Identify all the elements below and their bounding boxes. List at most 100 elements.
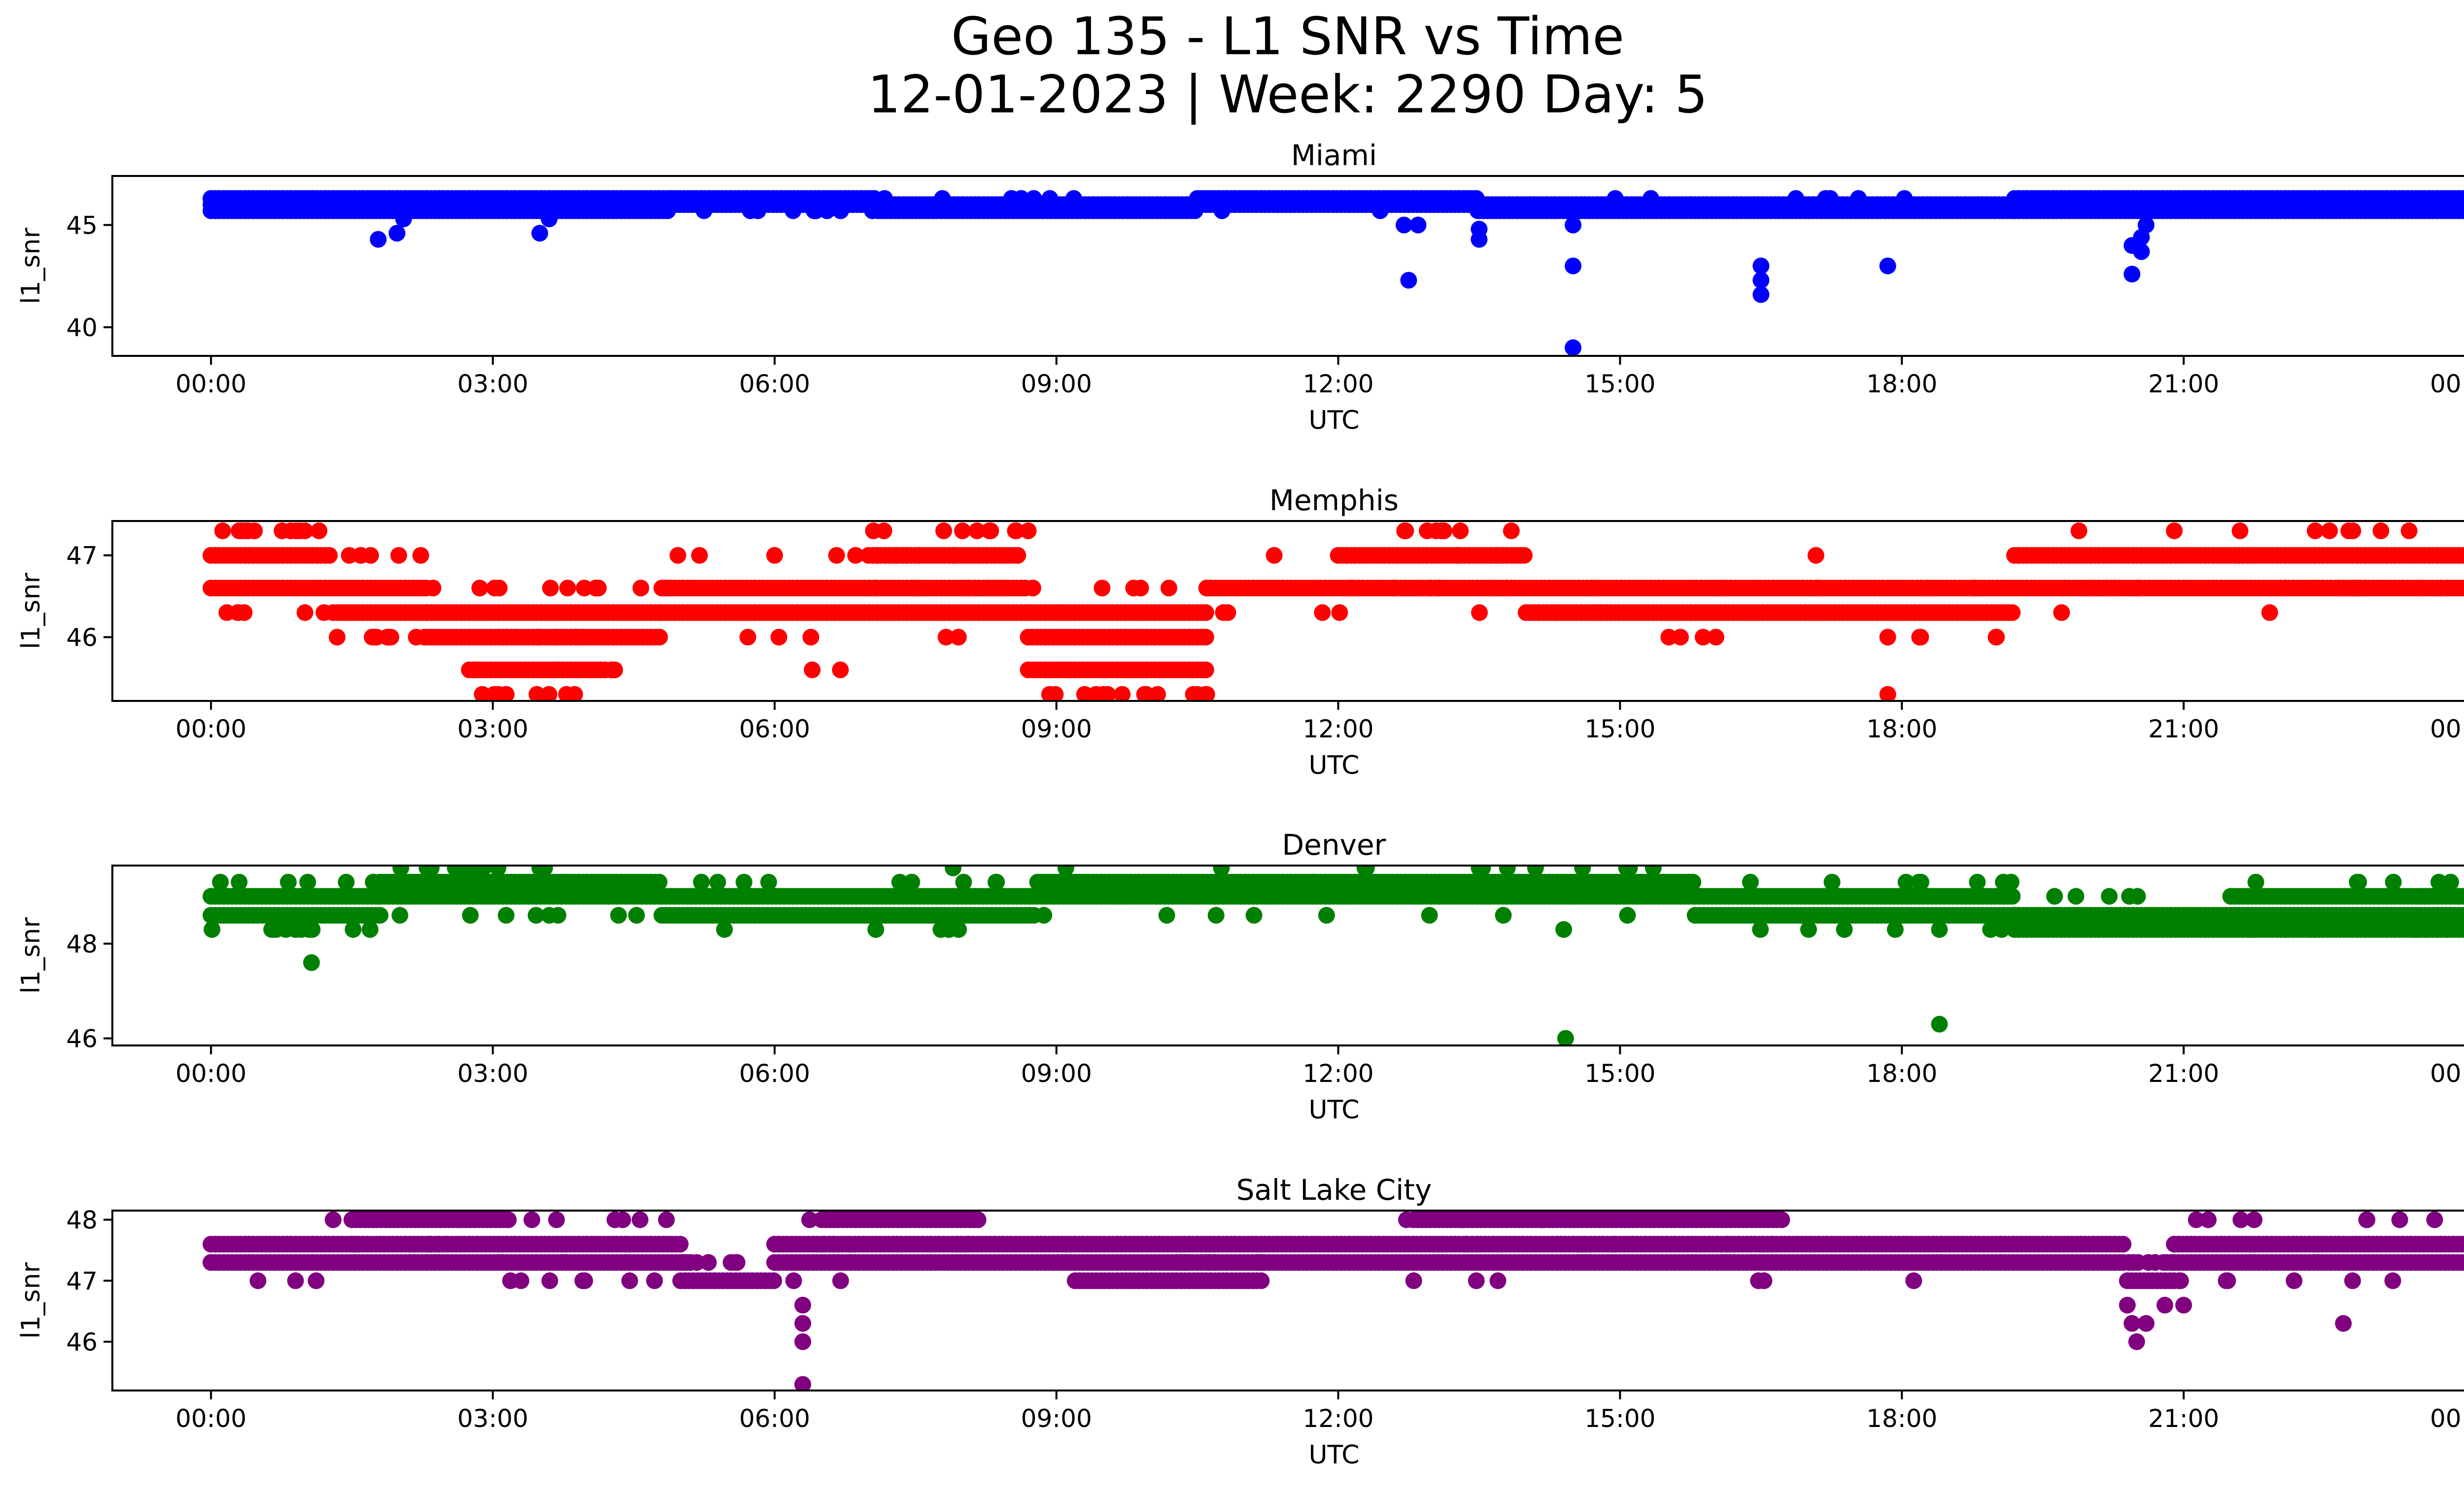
data-point — [231, 873, 248, 891]
data-point — [1969, 873, 1986, 891]
data-point — [1499, 866, 1516, 876]
data-point — [700, 1254, 717, 1271]
data-point — [474, 686, 491, 701]
x-tick-label: 03:00 — [457, 1059, 528, 1088]
data-point — [566, 686, 583, 701]
data-point — [651, 628, 668, 646]
y-tick-label: 47 — [66, 542, 98, 570]
data-point — [1886, 921, 1904, 938]
data-point — [500, 1211, 517, 1228]
data-point — [2321, 522, 2338, 539]
data-point — [2442, 873, 2459, 891]
data-point — [1807, 547, 1824, 564]
data-point — [1742, 873, 1759, 891]
data-point — [1245, 906, 1263, 924]
data-point — [204, 921, 221, 938]
data-point — [1809, 580, 1825, 596]
data-point — [1198, 686, 1215, 701]
x-tick-label: 00:00 — [2430, 370, 2464, 398]
data-point — [1219, 604, 1236, 621]
data-point — [2046, 888, 2063, 905]
data-point — [669, 547, 686, 564]
data-points — [203, 522, 2464, 701]
data-point — [575, 628, 592, 646]
data-point — [1008, 522, 1025, 539]
data-point — [832, 661, 849, 678]
data-point — [1025, 190, 1042, 207]
data-point — [296, 604, 313, 621]
data-point — [541, 1272, 558, 1289]
data-point — [1160, 580, 1177, 596]
data-point — [807, 202, 824, 219]
data-point — [2306, 921, 2324, 938]
x-tick-label: 12:00 — [1303, 1059, 1374, 1088]
data-point — [1752, 921, 1769, 938]
data-point — [287, 921, 304, 938]
data-point — [1057, 866, 1074, 876]
data-point — [1822, 190, 1839, 207]
data-point — [1020, 522, 1037, 539]
data-point — [418, 866, 436, 876]
data-point — [903, 873, 921, 891]
data-point — [2349, 873, 2366, 891]
data-point — [303, 954, 320, 971]
data-point — [1471, 866, 1488, 876]
data-point — [548, 628, 565, 646]
data-point — [1708, 628, 1724, 646]
data-point — [1065, 190, 1082, 207]
data-point — [646, 1272, 663, 1289]
data-point — [1095, 686, 1112, 701]
data-point — [531, 225, 548, 242]
data-point — [982, 522, 999, 539]
data-point — [1850, 190, 1867, 207]
data-point — [739, 628, 756, 646]
data-point — [2438, 580, 2456, 596]
data-point — [296, 522, 313, 539]
figure-title-line1: Geo 135 - L1 SNR vs Time — [951, 6, 1624, 67]
data-point — [955, 873, 972, 891]
data-point — [1714, 580, 1732, 596]
data-point — [392, 866, 410, 876]
x-tick-label: 06:00 — [739, 715, 810, 743]
data-point — [1565, 216, 1582, 234]
data-point — [2278, 921, 2295, 938]
axes-frame — [111, 175, 2464, 357]
data-point — [549, 906, 567, 924]
x-axis-label: UTC — [1308, 406, 1359, 435]
data-point — [2247, 873, 2264, 891]
data-point — [1912, 628, 1929, 646]
data-point — [1887, 580, 1905, 596]
x-tick-label: 00:00 — [175, 715, 246, 743]
data-point — [236, 604, 253, 621]
y-axis-label: l1_snr — [16, 572, 46, 649]
subplot-title: Denver — [1282, 828, 1386, 862]
data-point — [531, 628, 548, 646]
x-tick-label: 06:00 — [739, 370, 810, 398]
data-points — [203, 866, 2464, 1045]
data-point — [523, 1211, 541, 1228]
data-point — [542, 580, 559, 596]
data-point — [2344, 522, 2361, 539]
x-tick-label: 18:00 — [1866, 1059, 1937, 1088]
data-point — [341, 547, 358, 564]
data-point — [658, 1211, 675, 1228]
data-point — [1158, 906, 1175, 924]
data-point — [968, 522, 986, 539]
data-points — [203, 190, 2464, 356]
subplot-title: Salt Lake City — [1236, 1173, 1432, 1207]
data-point — [1800, 921, 1817, 938]
x-tick-label: 12:00 — [1303, 715, 1374, 743]
data-point — [2166, 522, 2183, 539]
data-point — [802, 628, 820, 646]
y-tick-label: 48 — [66, 930, 98, 958]
data-point — [1879, 628, 1896, 646]
data-point — [231, 522, 248, 539]
data-point — [1397, 522, 1414, 539]
data-point — [1499, 580, 1516, 596]
data-point — [347, 1236, 365, 1253]
data-point — [828, 547, 845, 564]
data-point — [1137, 686, 1155, 701]
